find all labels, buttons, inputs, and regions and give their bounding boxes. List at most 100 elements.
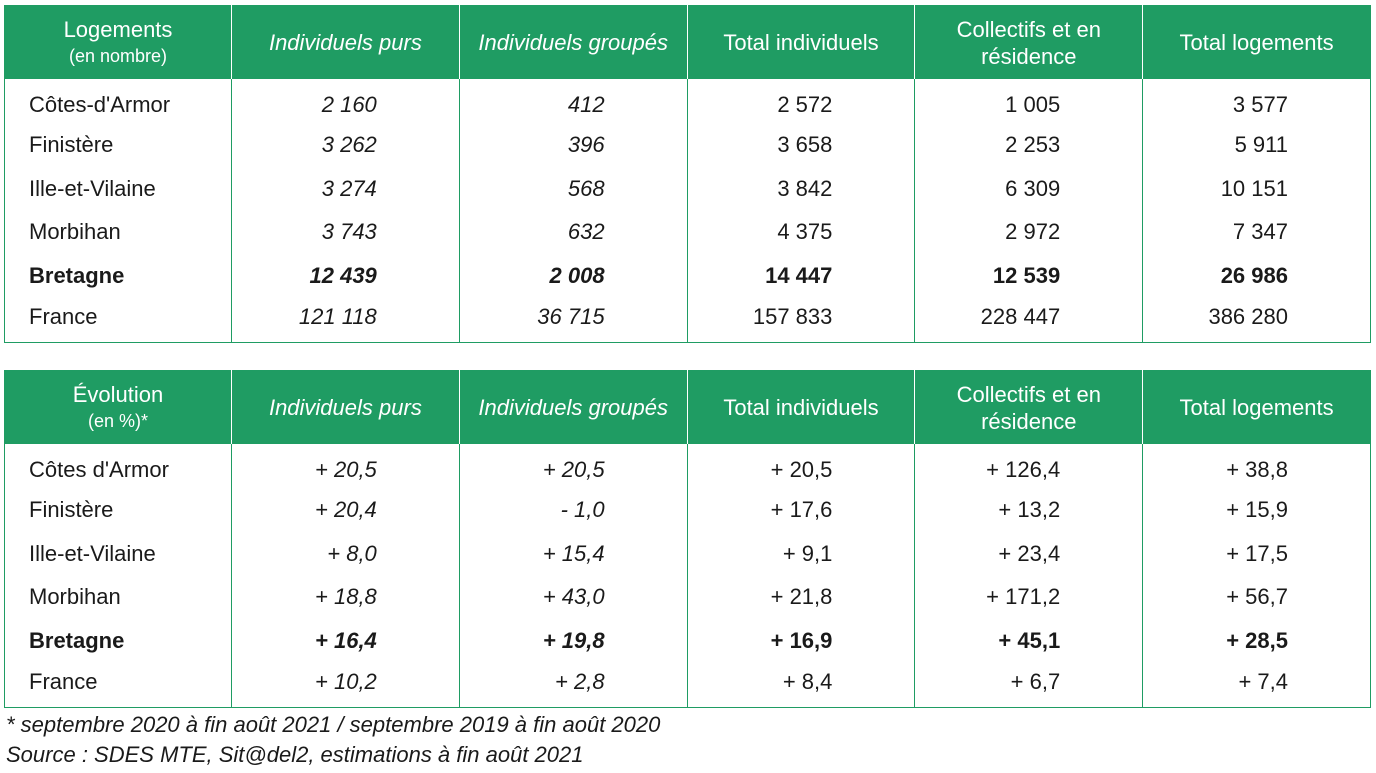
cell-value: + 21,8	[686, 575, 915, 620]
header-total-logements: Total logements	[1142, 370, 1371, 444]
cell-value: + 15,9	[1142, 488, 1371, 532]
cell-value: 632	[458, 210, 688, 255]
table-row: France 121 118 36 715 157 833 228 447 38…	[5, 298, 1371, 343]
cell-value: 36 715	[458, 298, 688, 343]
table-header-row: Logements (en nombre) Individuels purs I…	[4, 5, 1371, 79]
table-row: Ille-et-Vilaine + 8,0 + 15,4 + 9,1 + 23,…	[5, 531, 1371, 576]
table-row: Côtes d'Armor + 20,5 + 20,5 + 20,5 + 126…	[5, 444, 1371, 488]
cell-value: 12 539	[914, 254, 1143, 299]
cell-value: + 171,2	[914, 575, 1143, 620]
cell-value: 2 572	[686, 79, 915, 123]
cell-value: 3 658	[686, 123, 915, 167]
table-row: Morbihan + 18,8 + 43,0 + 21,8 + 171,2 + …	[5, 575, 1371, 620]
cell-value: + 16,9	[686, 619, 915, 664]
cell-value: 121 118	[231, 298, 460, 343]
cell-value: + 20,5	[458, 444, 688, 488]
row-label: Morbihan	[29, 219, 121, 245]
cell-value: + 19,8	[458, 619, 688, 664]
header-total-logements: Total logements	[1142, 5, 1371, 79]
cell-value: + 16,4	[231, 619, 460, 664]
cell-value: 4 375	[686, 210, 915, 255]
cell-value: 6 309	[914, 166, 1143, 211]
cell-value: 3 577	[1142, 79, 1371, 123]
cell-value: + 20,5	[231, 444, 460, 488]
row-label: Côtes-d'Armor	[29, 92, 171, 117]
cell-value: 10 151	[1142, 166, 1371, 211]
cell-value: + 43,0	[458, 575, 688, 620]
row-label: Ille-et-Vilaine	[29, 175, 156, 201]
table-row: Ille-et-Vilaine 3 274 568 3 842 6 309 10…	[5, 166, 1371, 211]
cell-value: + 15,4	[458, 531, 688, 576]
row-label: France	[29, 304, 98, 330]
cell-value: + 8,4	[686, 663, 915, 708]
header-individuels-groupes: Individuels groupés	[458, 370, 688, 444]
cell-value: + 17,6	[686, 488, 915, 532]
cell-value: + 20,4	[231, 488, 460, 532]
header-individuels-purs: Individuels purs	[231, 5, 460, 79]
cell-value: 14 447	[686, 254, 915, 299]
cell-value: + 18,8	[231, 575, 460, 620]
row-label: Bretagne	[29, 263, 125, 289]
header-subtitle: (en nombre)	[68, 46, 168, 66]
cell-value: + 13,2	[914, 488, 1143, 532]
header-total-individuels: Total individuels	[686, 370, 915, 444]
row-label: Morbihan	[29, 584, 121, 610]
cell-value: 228 447	[914, 298, 1143, 343]
header-individuels-purs: Individuels purs	[231, 370, 460, 444]
header-first-cell: Évolution (en %)*	[4, 370, 232, 444]
cell-value: + 6,7	[914, 663, 1143, 708]
cell-value: 12 439	[231, 254, 460, 299]
cell-value: 7 347	[1142, 210, 1371, 255]
cell-value: 26 986	[1142, 254, 1371, 299]
cell-value: + 45,1	[914, 619, 1143, 664]
header-collectifs: Collectifs et en résidence	[914, 370, 1143, 444]
cell-value: 2 008	[458, 254, 688, 299]
cell-value: + 8,0	[231, 531, 460, 576]
cell-value: 157 833	[686, 298, 915, 343]
cell-value: + 10,2	[231, 663, 460, 708]
header-total-individuels: Total individuels	[686, 5, 915, 79]
cell-value: 2 972	[914, 210, 1143, 255]
cell-value: - 1,0	[458, 488, 688, 532]
header-collectifs: Collectifs et en résidence	[914, 5, 1143, 79]
cell-value: 2 253	[914, 123, 1143, 167]
footnote: * septembre 2020 à fin août 2021 / septe…	[6, 712, 661, 737]
header-individuels-groupes: Individuels groupés	[458, 5, 688, 79]
cell-value: 386 280	[1142, 298, 1371, 343]
cell-value: 5 911	[1142, 123, 1371, 167]
cell-value: 1 005	[914, 79, 1143, 123]
row-label: Finistère	[29, 131, 114, 157]
cell-value: 3 262	[231, 123, 460, 167]
cell-value: + 56,7	[1142, 575, 1371, 620]
cell-value: + 2,8	[458, 663, 688, 708]
cell-value: 396	[458, 123, 688, 167]
housing-count-table: Logements (en nombre) Individuels purs I…	[4, 5, 1371, 344]
cell-value: 2 160	[231, 79, 460, 123]
table-row: Finistère + 20,4 - 1,0 + 17,6 + 13,2 + 1…	[5, 488, 1371, 532]
header-title: Logements	[63, 17, 173, 42]
row-label: Ille-et-Vilaine	[29, 540, 156, 566]
table-row-total-bretagne: Bretagne + 16,4 + 19,8 + 16,9 + 45,1 + 2…	[5, 619, 1371, 664]
row-label: Bretagne	[29, 628, 125, 654]
header-first-cell: Logements (en nombre)	[4, 5, 232, 79]
table-row: Morbihan 3 743 632 4 375 2 972 7 347	[5, 210, 1371, 255]
cell-value: + 17,5	[1142, 531, 1371, 576]
header-subtitle: (en %)*	[87, 411, 149, 431]
cell-value: + 9,1	[686, 531, 915, 576]
cell-value: 3 842	[686, 166, 915, 211]
cell-value: 3 743	[231, 210, 460, 255]
cell-value: + 38,8	[1142, 444, 1371, 488]
row-label: Côtes d'Armor	[29, 457, 169, 482]
table-row: France + 10,2 + 2,8 + 8,4 + 6,7 + 7,4	[5, 663, 1371, 708]
cell-value: + 7,4	[1142, 663, 1371, 708]
cell-value: + 20,5	[686, 444, 915, 488]
cell-value: 568	[458, 166, 688, 211]
header-title: Évolution	[72, 382, 164, 407]
source-note: Source : SDES MTE, Sit@del2, estimations…	[6, 742, 584, 767]
cell-value: + 28,5	[1142, 619, 1371, 664]
cell-value: 412	[458, 79, 688, 123]
table-row: Côtes-d'Armor 2 160 412 2 572 1 005 3 57…	[5, 79, 1371, 123]
cell-value: + 23,4	[914, 531, 1143, 576]
table-header-row: Évolution (en %)* Individuels purs Indiv…	[4, 370, 1371, 444]
table-row: Finistère 3 262 396 3 658 2 253 5 911	[5, 123, 1371, 167]
